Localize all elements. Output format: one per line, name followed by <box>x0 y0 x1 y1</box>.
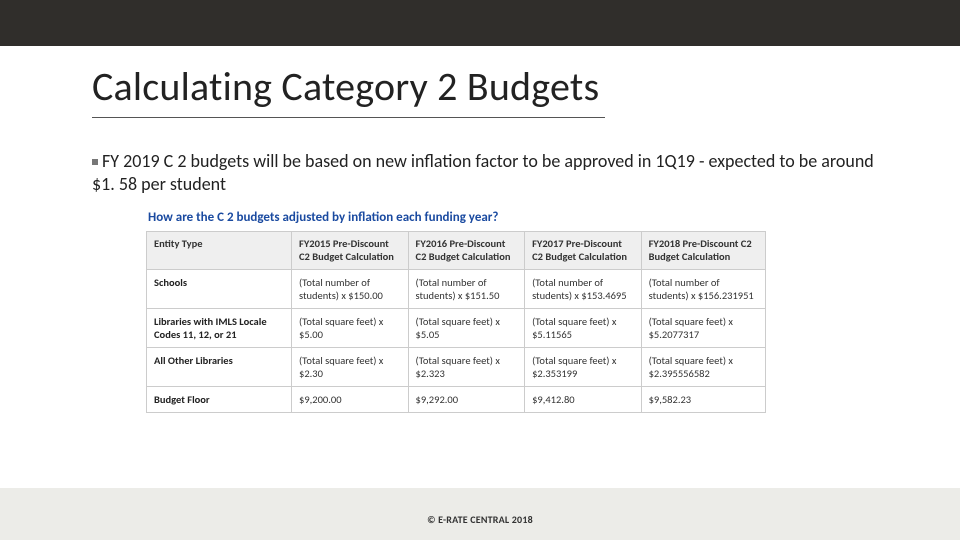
col-fy2016: FY2016 Pre-Discount C2 Budget Calculatio… <box>408 232 525 270</box>
slide-title: Calculating Category 2 Budgets <box>92 62 605 118</box>
cell: (Total number of students) x $156.231951 <box>641 270 765 309</box>
table-row: All Other Libraries (Total square feet) … <box>147 348 766 387</box>
cell: $9,292.00 <box>408 387 525 413</box>
cell: (Total square feet) x $2.30 <box>292 348 409 387</box>
cell: (Total number of students) x $150.00 <box>292 270 409 309</box>
cell: $9,200.00 <box>292 387 409 413</box>
cell: (Total square feet) x $5.2077317 <box>641 309 765 348</box>
table-row: Libraries with IMLS Locale Codes 11, 12,… <box>147 309 766 348</box>
top-strip <box>0 0 960 46</box>
cell: (Total square feet) x $5.11565 <box>525 309 642 348</box>
row-label: Budget Floor <box>147 387 292 413</box>
row-label: Libraries with IMLS Locale Codes 11, 12,… <box>147 309 292 348</box>
table-row: Budget Floor $9,200.00 $9,292.00 $9,412.… <box>147 387 766 413</box>
table-row: Schools (Total number of students) x $15… <box>147 270 766 309</box>
budget-table-wrap: How are the C 2 budgets adjusted by infl… <box>146 206 766 413</box>
cell: $9,582.23 <box>641 387 765 413</box>
row-label: Schools <box>147 270 292 309</box>
cell: (Total square feet) x $2.395556582 <box>641 348 765 387</box>
col-fy2015: FY2015 Pre-Discount C2 Budget Calculatio… <box>292 232 409 270</box>
cell: (Total square feet) x $2.353199 <box>525 348 642 387</box>
col-fy2018: FY2018 Pre-Discount C2 Budget Calculatio… <box>641 232 765 270</box>
cell: $9,412.80 <box>525 387 642 413</box>
col-fy2017: FY2017 Pre-Discount C2 Budget Calculatio… <box>525 232 642 270</box>
slide-bullet: FY 2019 C 2 budgets will be based on new… <box>92 150 896 195</box>
budget-table: Entity Type FY2015 Pre-Discount C2 Budge… <box>146 231 766 413</box>
table-title: How are the C 2 budgets adjusted by infl… <box>146 206 766 231</box>
cell: (Total number of students) x $151.50 <box>408 270 525 309</box>
square-bullet-icon <box>92 159 98 165</box>
cell: (Total square feet) x $5.00 <box>292 309 409 348</box>
bullet-text: FY 2019 C 2 budgets will be based on new… <box>92 150 874 195</box>
col-entity-type: Entity Type <box>147 232 292 270</box>
cell: (Total square feet) x $5.05 <box>408 309 525 348</box>
row-label: All Other Libraries <box>147 348 292 387</box>
cell: (Total number of students) x $153.4695 <box>525 270 642 309</box>
slide-footer: © E-RATE CENTRAL 2018 <box>0 513 960 526</box>
table-header-row: Entity Type FY2015 Pre-Discount C2 Budge… <box>147 232 766 270</box>
cell: (Total square feet) x $2.323 <box>408 348 525 387</box>
